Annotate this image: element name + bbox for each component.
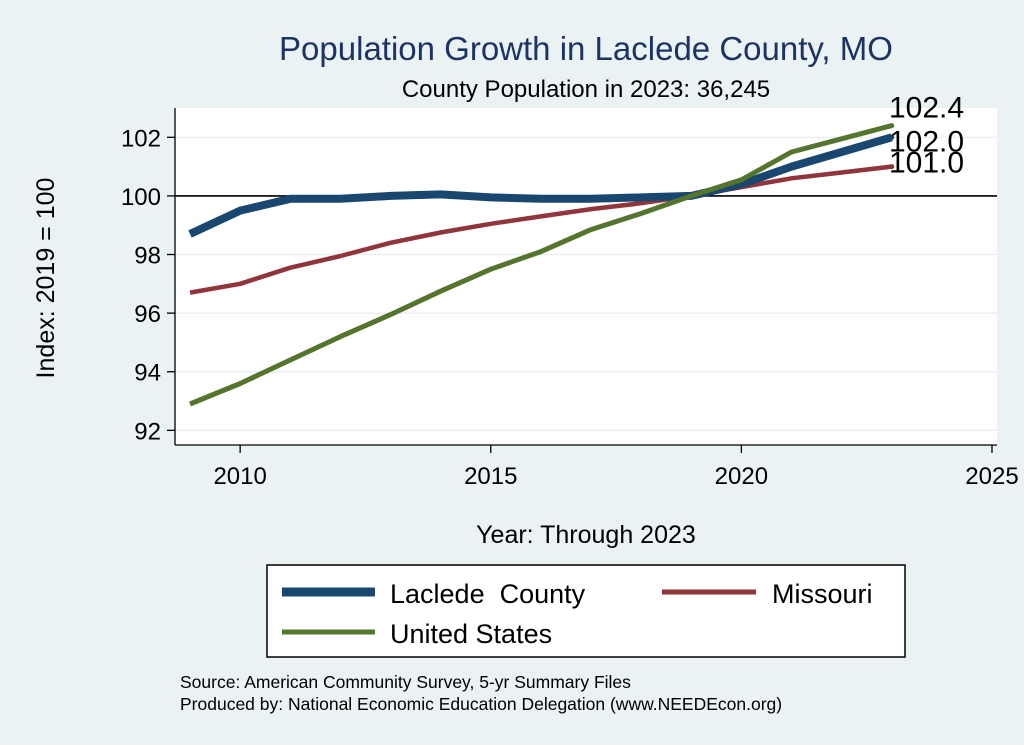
legend: Laclede County Missouri United States [266, 564, 906, 658]
series-endpoint-united-states [889, 123, 895, 129]
series-endpoint-laclede [889, 134, 895, 140]
series-endpoint-missouri [889, 164, 895, 170]
x-tick-label: 2025 [965, 463, 1018, 490]
chart-title: Population Growth in Laclede County, MO [279, 30, 893, 67]
y-tick-label: 92 [134, 418, 161, 445]
series-line-united-states [189, 123, 893, 407]
source-note: Source: American Community Survey, 5-yr … [180, 672, 631, 692]
y-tick-label: 102 [121, 125, 161, 152]
end-label-laclede: 102.0 [889, 125, 964, 158]
y-tick-label: 100 [121, 184, 161, 211]
legend-label-laclede: Laclede County [390, 579, 586, 609]
axes: 92 94 96 98 100 102 2010 2015 2020 2025 [121, 108, 1019, 490]
series-line-laclede [188, 133, 893, 238]
producer-note: Produced by: National Economic Education… [180, 694, 782, 714]
series-lines [188, 123, 895, 407]
x-tick-label: 2020 [715, 463, 768, 490]
end-label-united-states: 102.4 [889, 92, 964, 125]
legend-label-missouri: Missouri [772, 579, 873, 609]
y-tick-label: 94 [134, 360, 161, 387]
x-axis-label: Year: Through 2023 [476, 521, 696, 549]
y-tick-label: 96 [134, 301, 161, 328]
end-label-missouri: 101.0 [889, 147, 964, 180]
y-tick-label: 98 [134, 243, 161, 270]
series-line-missouri [189, 164, 892, 295]
legend-label-united-states: United States [390, 619, 552, 649]
y-axis-label: Index: 2019 = 100 [32, 178, 60, 379]
x-tick-label: 2010 [213, 463, 266, 490]
legend-box [266, 564, 906, 658]
plot-area [175, 108, 997, 445]
x-tick-label: 2015 [464, 463, 517, 490]
chart-subtitle: County Population in 2023: 36,245 [402, 76, 770, 103]
